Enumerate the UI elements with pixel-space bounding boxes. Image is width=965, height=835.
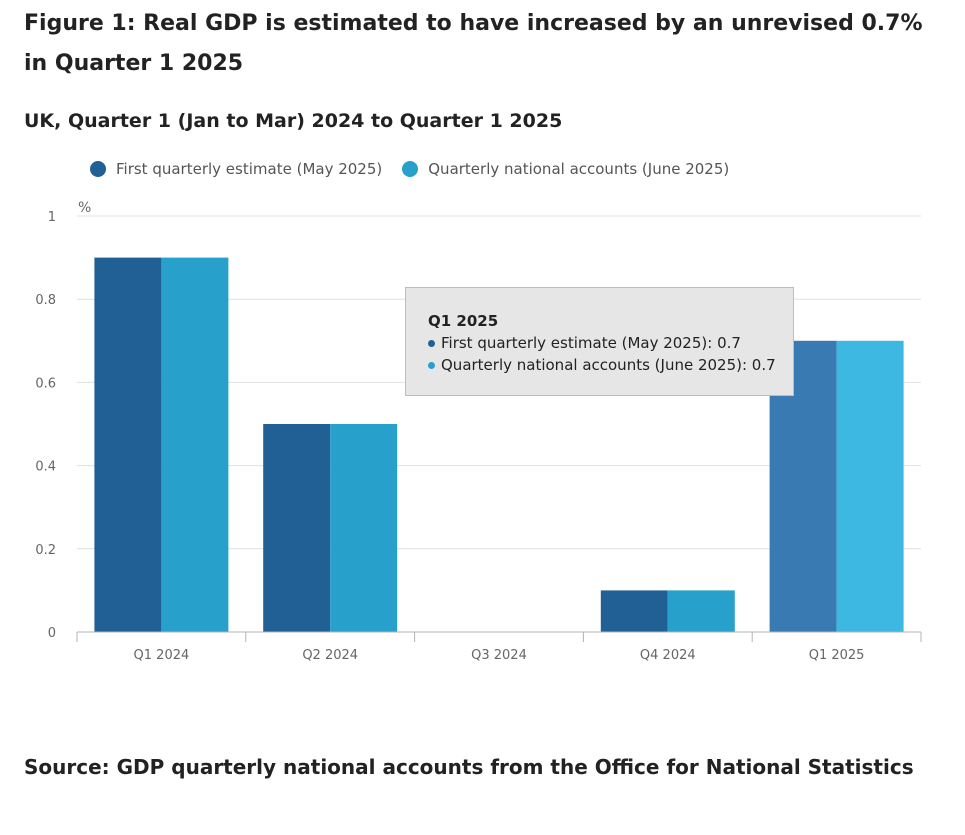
y-tick-label: 0.8 — [35, 293, 56, 308]
bar-national-accounts[interactable] — [161, 257, 229, 632]
tooltip-row-national-accounts: Quarterly national accounts (June 2025):… — [428, 354, 793, 376]
tooltip-text-first-estimate: First quarterly estimate (May 2025): 0.7 — [441, 334, 741, 352]
y-tick-label: 0.4 — [35, 460, 56, 475]
y-tick-label: 0.2 — [35, 543, 56, 558]
x-tick-label: Q4 2024 — [640, 648, 696, 663]
legend-swatch-first-estimate — [90, 161, 106, 177]
legend-label-national-accounts: Quarterly national accounts (June 2025) — [428, 160, 730, 178]
tooltip-text-national-accounts: Quarterly national accounts (June 2025):… — [441, 356, 776, 374]
axes: 0 0.2 0.4 0.6 0.8 1 Q1 2024 Q2 2024 Q3 2024 Q4 20… — [35, 210, 922, 663]
x-tick-label: Q3 2024 — [471, 648, 527, 663]
bar-first-estimate[interactable] — [263, 424, 331, 632]
bar-chart: 0 0.2 0.4 0.6 0.8 1 Q1 2024 Q2 2024 Q3 2024 Q4 20… — [35, 200, 922, 663]
tooltip-dot-national-accounts — [428, 361, 435, 369]
source-note: Source: GDP quarterly national accounts … — [24, 755, 914, 779]
bar-national-accounts[interactable] — [667, 590, 735, 632]
y-tick-label: 0 — [48, 626, 56, 641]
tooltip-heading: Q1 2025 — [428, 312, 499, 330]
x-tick-label: Q2 2024 — [302, 648, 358, 663]
y-tick-label: 1 — [48, 210, 56, 225]
legend-swatch-national-accounts — [402, 161, 419, 177]
tooltip: Q1 2025 First quarterly estimate (May 20… — [405, 287, 794, 396]
legend-label-first-estimate: First quarterly estimate (May 2025) — [116, 160, 383, 178]
bar-national-accounts[interactable] — [330, 424, 398, 632]
bar-first-estimate[interactable] — [600, 590, 668, 632]
bars — [94, 257, 904, 632]
tooltip-row-first-estimate: First quarterly estimate (May 2025): 0.7 — [428, 332, 793, 354]
legend: First quarterly estimate (May 2025) Quar… — [90, 160, 729, 178]
y-tick-label: 0.6 — [35, 376, 56, 391]
chart-title: Figure 1: Real GDP is estimated to have … — [24, 11, 923, 76]
y-axis-unit-label: % — [78, 200, 91, 216]
chart-subtitle: UK, Quarter 1 (Jan to Mar) 2024 to Quart… — [24, 110, 563, 132]
legend-item-national-accounts[interactable]: Quarterly national accounts (June 2025) — [402, 160, 729, 178]
x-tick-label: Q1 2025 — [809, 648, 865, 663]
tooltip-dot-first-estimate — [428, 339, 435, 347]
bar-first-estimate[interactable] — [94, 257, 162, 632]
x-tick-label: Q1 2024 — [134, 648, 190, 663]
bar-national-accounts[interactable] — [836, 340, 904, 632]
legend-item-first-estimate[interactable]: First quarterly estimate (May 2025) — [90, 160, 382, 178]
